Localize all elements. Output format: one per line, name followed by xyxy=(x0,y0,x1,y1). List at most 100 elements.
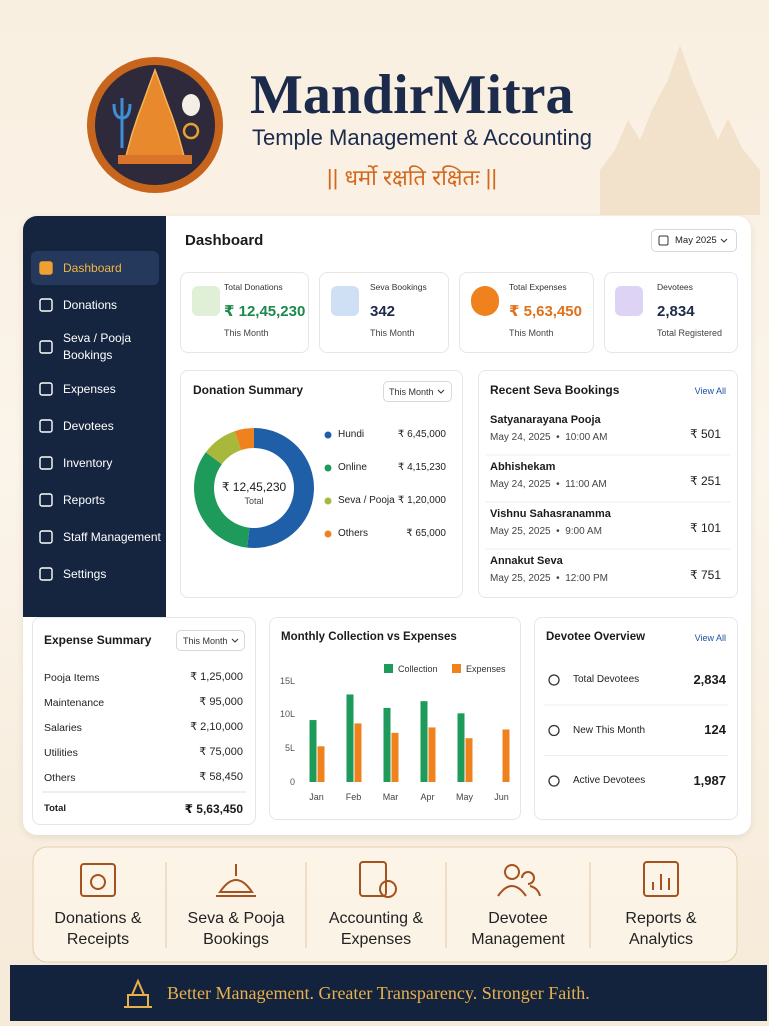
expense-label: Pooja Items xyxy=(44,671,100,684)
icon-person xyxy=(504,864,520,880)
seva-amount: ₹ 751 xyxy=(690,567,721,582)
expense-amount: ₹ 95,000 xyxy=(199,696,243,709)
legend-value: ₹ 6,45,000 xyxy=(397,429,446,440)
feature-label: Devotee Management xyxy=(471,910,565,948)
seva-when: May 25, 2025 • 9:00 AM xyxy=(490,526,602,537)
legend-value: ₹ 4,15,230 xyxy=(397,462,446,473)
nav-item[interactable]: Donations xyxy=(63,297,118,312)
seva-amount: ₹ 101 xyxy=(690,520,721,535)
motto: || धर्मो रक्षति रक्षितः || xyxy=(326,164,498,190)
seva-name: Satyanarayana Pooja xyxy=(490,414,601,427)
stat-label: Seva Bookings xyxy=(370,282,427,293)
icon-lamp xyxy=(216,864,256,897)
expense-amount: ₹ 58,450 xyxy=(199,771,243,784)
feature-icons xyxy=(80,861,679,898)
legend-label: Expenses xyxy=(466,663,506,674)
icon-bars xyxy=(652,874,670,890)
nav-item[interactable]: Devotees xyxy=(63,418,114,433)
view-all-link[interactable]: View All xyxy=(694,385,726,396)
x-tick-label: Mar xyxy=(382,791,399,802)
x-tick-label: May xyxy=(455,791,473,802)
donut-total: ₹ 12,45,230 xyxy=(221,479,287,494)
temple-silhouette xyxy=(600,45,760,215)
stat-icon xyxy=(615,286,643,316)
nav-item[interactable]: Seva / Pooja Bookings xyxy=(63,331,132,362)
seva-name: Abhishekam xyxy=(490,461,556,474)
x-tick-label: Apr xyxy=(420,791,435,802)
stat-label: Devotees xyxy=(657,282,693,293)
devotee-label: Active Devotees xyxy=(573,775,646,786)
stat-icon xyxy=(471,286,499,316)
icon-report xyxy=(643,861,679,897)
devotee-panel xyxy=(534,617,738,820)
view-all-link[interactable]: View All xyxy=(694,632,726,643)
expense-total: ₹ 5,63,450 xyxy=(184,801,243,816)
x-tick-label: Feb xyxy=(345,791,362,802)
stat-value: 2,834 xyxy=(657,302,695,320)
filter-button xyxy=(176,630,245,651)
y-tick-label: 5L xyxy=(284,743,295,754)
filter-label[interactable]: This Month xyxy=(389,386,434,397)
seva-when: May 25, 2025 • 12:00 PM xyxy=(490,573,609,584)
panel-title: Donation Summary xyxy=(193,382,304,397)
stat-card xyxy=(319,272,449,353)
footer-logo xyxy=(124,978,152,1008)
stat-label: Total Expenses xyxy=(509,282,567,293)
seva-amount: ₹ 251 xyxy=(690,473,721,488)
logo-inner xyxy=(95,65,215,185)
stat-value: ₹ 5,63,450 xyxy=(509,302,582,320)
nav-item[interactable]: Dashboard xyxy=(63,260,122,275)
y-tick-label: 10L xyxy=(279,709,295,720)
nav-item[interactable]: Expenses xyxy=(63,381,116,396)
logo-shell xyxy=(182,94,200,116)
feature-label: Seva & Pooja Bookings xyxy=(187,910,285,948)
legend-label: Seva / Pooja xyxy=(338,495,395,506)
stat-card xyxy=(459,272,594,353)
donation-panel xyxy=(180,370,463,598)
expense-total-label: Total xyxy=(44,803,66,815)
seva-name: Vishnu Sahasranamma xyxy=(490,508,611,521)
expense-amount: ₹ 2,10,000 xyxy=(190,721,243,734)
panel-title: Expense Summary xyxy=(44,632,152,647)
legend-label: Online xyxy=(338,462,367,473)
seva-panel xyxy=(478,370,738,598)
icon-document xyxy=(359,861,387,897)
stat-note: This Month xyxy=(509,327,554,338)
stat-label: Total Donations xyxy=(224,282,283,293)
devotee-value: 1,987 xyxy=(693,772,726,788)
devotee-value: 2,834 xyxy=(693,671,726,687)
expense-panel xyxy=(32,617,256,825)
filter-button xyxy=(383,381,452,402)
seva-name: Annakut Seva xyxy=(490,555,563,568)
expense-label: Others xyxy=(44,771,76,784)
stat-card xyxy=(604,272,738,353)
legend-label: Collection xyxy=(398,663,438,674)
logo-trident xyxy=(112,98,132,148)
x-tick-label: Jan xyxy=(309,791,324,802)
date-picker xyxy=(651,229,737,252)
period-select[interactable]: May 2025 xyxy=(675,235,717,247)
feature-label: Donations & Receipts xyxy=(54,910,142,948)
filter-label[interactable]: This Month xyxy=(183,635,228,646)
seva-when: May 24, 2025 • 10:00 AM xyxy=(490,432,608,443)
legend-value: ₹ 65,000 xyxy=(406,528,446,539)
legend-label: Hundi xyxy=(338,429,365,440)
expense-label: Salaries xyxy=(44,721,82,734)
nav-item[interactable]: Staff Management xyxy=(63,529,161,544)
nav-item[interactable]: Settings xyxy=(63,566,107,581)
nav-item[interactable]: Reports xyxy=(63,492,106,507)
legend-value: ₹ 1,20,000 xyxy=(397,495,446,506)
legend-label: Others xyxy=(338,528,369,539)
icon-coin xyxy=(90,874,106,890)
nav-item[interactable]: Inventory xyxy=(63,455,113,470)
stat-value: ₹ 12,45,230 xyxy=(224,302,306,320)
stat-icon xyxy=(331,286,359,316)
seva-amount: ₹ 501 xyxy=(690,426,721,441)
app-title: MandirMitra xyxy=(250,63,574,126)
expense-amount: ₹ 1,25,000 xyxy=(190,671,243,684)
stat-icon xyxy=(192,286,220,316)
app-subtitle: Temple Management & Accounting xyxy=(252,124,592,150)
expense-label: Maintenance xyxy=(44,696,105,709)
dashboard-title: Dashboard xyxy=(185,231,264,249)
feature-label: Reports & Analytics xyxy=(625,910,697,948)
